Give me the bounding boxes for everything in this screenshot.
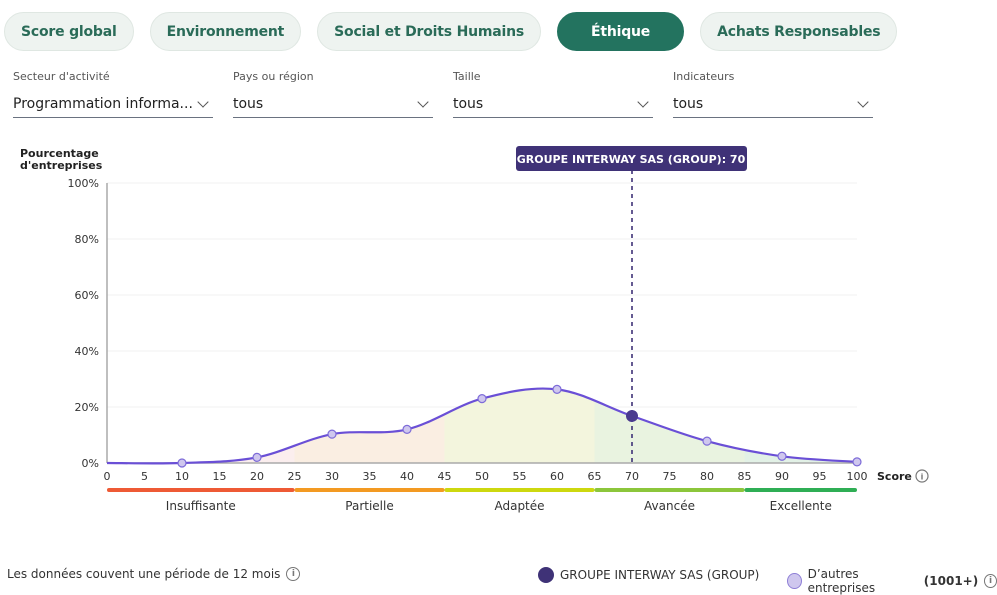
y-axis-label-2: d'entreprises xyxy=(20,159,103,172)
legend-company: GROUPE INTERWAY SAS (GROUP) xyxy=(538,567,759,583)
filter-select[interactable]: Programmation informa... xyxy=(13,91,213,118)
tab-3[interactable]: Éthique xyxy=(557,12,685,51)
band-label: Adaptée xyxy=(494,499,544,513)
band-label: Avancée xyxy=(644,499,695,513)
tab-1[interactable]: Environnement xyxy=(149,12,302,51)
x-tick-label: 45 xyxy=(438,470,452,483)
filter-value: tous xyxy=(233,96,264,112)
data-point xyxy=(477,394,487,404)
x-tick-label: 70 xyxy=(625,470,639,483)
filter-1: Pays ou région tous xyxy=(233,70,433,118)
band-fill-2 xyxy=(444,388,595,463)
filter-value: tous xyxy=(673,96,704,112)
filter-label: Indicateurs xyxy=(673,70,735,83)
x-tick-label: 85 xyxy=(738,470,752,483)
x-tick-label: 0 xyxy=(104,470,111,483)
highlight-point xyxy=(626,409,638,422)
x-tick-label: 90 xyxy=(775,470,789,483)
data-point xyxy=(252,452,262,462)
period-note: Les données couvent une période de 12 mo… xyxy=(7,567,301,581)
tab-2[interactable]: Social et Droits Humains xyxy=(317,12,541,51)
category-tabs: Score global Environnement Social et Droit… xyxy=(4,12,898,51)
highlight-tooltip-text: GROUPE INTERWAY SAS (GROUP): 70 xyxy=(517,153,746,166)
band-fill-1 xyxy=(294,388,445,463)
band-fill-4 xyxy=(744,388,857,463)
filter-label: Pays ou région xyxy=(233,70,314,83)
others-dot-icon xyxy=(787,573,802,589)
x-tick-label: 15 xyxy=(213,470,227,483)
data-point xyxy=(402,424,412,434)
filter-value: Programmation informa... xyxy=(13,96,193,112)
data-point xyxy=(177,458,187,468)
data-point xyxy=(702,436,712,446)
x-tick-label: 30 xyxy=(325,470,339,483)
y-tick-label: 40% xyxy=(75,345,99,358)
x-tick-label: 25 xyxy=(288,470,302,483)
filter-label: Taille xyxy=(453,70,481,83)
x-tick-label: 60 xyxy=(550,470,564,483)
filter-select[interactable]: tous xyxy=(453,91,653,118)
filter-label: Secteur d'activité xyxy=(13,70,110,83)
band-fill-3 xyxy=(594,388,745,463)
legend-others-count: (1001+) xyxy=(923,574,979,588)
data-point xyxy=(852,457,862,467)
x-axis-label: Score xyxy=(877,470,912,483)
x-tick-label: 55 xyxy=(513,470,527,483)
x-tick-label: 100 xyxy=(847,470,868,483)
x-tick-label: 10 xyxy=(175,470,189,483)
y-tick-label: 80% xyxy=(75,233,99,246)
band-fill-0 xyxy=(107,388,295,463)
data-point xyxy=(327,429,337,439)
x-tick-label: 20 xyxy=(250,470,264,483)
y-tick-label: 20% xyxy=(75,401,99,414)
x-tick-label: 75 xyxy=(663,470,677,483)
y-tick-label: 0% xyxy=(82,457,99,470)
filter-select[interactable]: tous xyxy=(673,91,873,118)
legend-company-label: GROUPE INTERWAY SAS (GROUP) xyxy=(560,568,760,582)
legend-others: D’autres entreprises (1001+) i xyxy=(787,567,997,595)
info-icon[interactable] xyxy=(915,469,929,483)
band-label: Insuffisante xyxy=(166,499,236,513)
legend-others-label: D’autres entreprises xyxy=(807,567,876,595)
filter-select[interactable]: tous xyxy=(233,91,433,118)
y-axis-label-1: Pourcentage xyxy=(20,147,99,160)
period-note-text: Les données couvent une période de 12 mo… xyxy=(7,567,281,581)
x-tick-label: 95 xyxy=(813,470,827,483)
info-icon[interactable]: i xyxy=(984,574,997,588)
x-tick-label: 65 xyxy=(588,470,602,483)
x-tick-label: 40 xyxy=(400,470,414,483)
x-tick-label: 50 xyxy=(475,470,489,483)
filter-2: Taille tous xyxy=(453,70,653,118)
y-tick-label: 100% xyxy=(68,177,99,190)
filter-3: Indicateurs tous xyxy=(673,70,873,118)
info-icon[interactable]: i xyxy=(286,567,301,581)
band-label: Partielle xyxy=(345,499,393,513)
info-icon-glyph: i xyxy=(921,473,924,482)
x-tick-label: 80 xyxy=(700,470,714,483)
y-tick-label: 60% xyxy=(75,289,99,302)
x-tick-label: 35 xyxy=(363,470,377,483)
filter-0: Secteur d'activité Programmation informa.… xyxy=(13,70,213,118)
data-point xyxy=(777,451,787,461)
company-dot-icon xyxy=(538,567,554,583)
highlight-tooltip xyxy=(516,146,747,171)
data-point xyxy=(552,384,562,394)
x-tick-label: 5 xyxy=(141,470,148,483)
tab-4[interactable]: Achats Responsables xyxy=(700,12,898,51)
tab-0[interactable]: Score global xyxy=(4,12,134,51)
filter-value: tous xyxy=(453,96,484,112)
band-label: Excellente xyxy=(770,499,832,513)
